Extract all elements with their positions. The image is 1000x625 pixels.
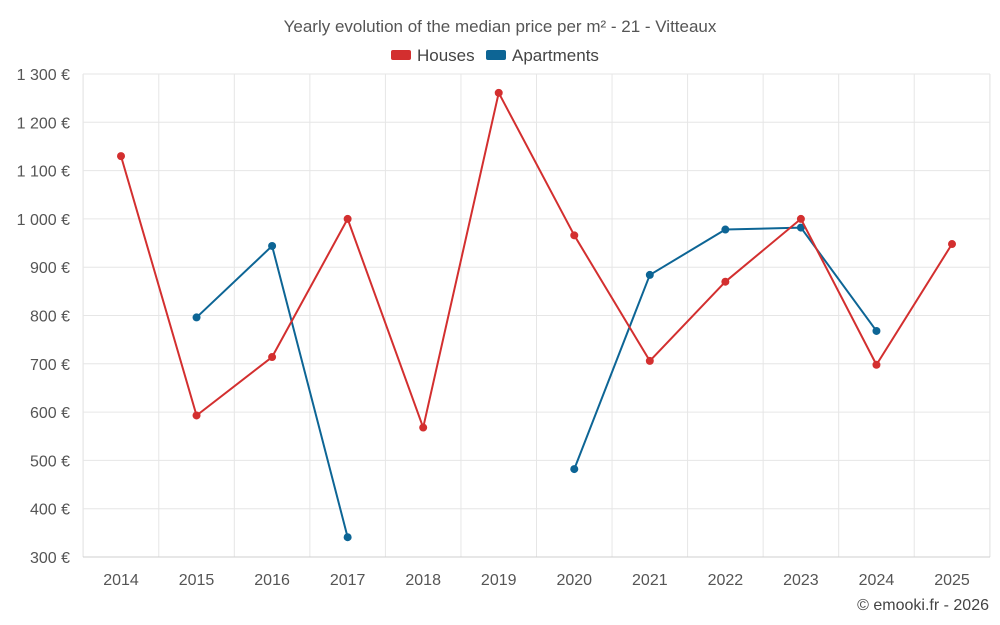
y-tick-label: 700 € xyxy=(30,357,70,374)
series-line-apartments xyxy=(195,244,349,538)
point-houses-2019[interactable] xyxy=(494,88,503,97)
legend-swatch-houses xyxy=(391,50,411,60)
point-apartments-2016[interactable] xyxy=(268,241,277,250)
point-apartments-2020[interactable] xyxy=(570,465,579,474)
x-tick-label: 2025 xyxy=(934,572,970,589)
point-houses-2023[interactable] xyxy=(796,214,805,223)
point-houses-2021[interactable] xyxy=(645,356,654,365)
x-tick-label: 2014 xyxy=(103,572,139,589)
point-apartments-2017[interactable] xyxy=(343,533,352,542)
point-houses-2020[interactable] xyxy=(570,231,579,240)
x-axis: 2014 2015 2016 2017 2018 2019 2020 2021 2022 2023… xyxy=(83,556,990,589)
x-tick-label: 2016 xyxy=(254,572,290,589)
x-tick-label: 2023 xyxy=(783,572,819,589)
x-tick-label: 2020 xyxy=(556,572,592,589)
series-layer xyxy=(117,88,956,542)
legend-item-houses[interactable]: Houses xyxy=(391,46,475,65)
x-tick-label: 2019 xyxy=(481,572,517,589)
point-houses-2016[interactable] xyxy=(268,353,277,362)
point-houses-2022[interactable] xyxy=(721,277,730,286)
y-tick-label: 800 € xyxy=(30,309,70,326)
series-line-houses xyxy=(120,91,953,429)
y-tick-label: 1 100 € xyxy=(17,164,70,181)
legend-swatch-apartments xyxy=(486,50,506,60)
point-apartments-2022[interactable] xyxy=(721,225,730,234)
y-tick-label: 500 € xyxy=(30,453,70,470)
y-tick-label: 600 € xyxy=(30,405,70,422)
point-houses-2015[interactable] xyxy=(192,411,201,420)
point-houses-2024[interactable] xyxy=(872,360,881,369)
x-tick-label: 2022 xyxy=(708,572,744,589)
y-tick-label: 1 300 € xyxy=(17,67,70,84)
series-apartments xyxy=(192,223,881,542)
y-tick-label: 1 200 € xyxy=(17,115,70,132)
point-apartments-2024[interactable] xyxy=(872,326,881,335)
chart-title: Yearly evolution of the median price per… xyxy=(284,17,717,36)
legend-item-apartments[interactable]: Apartments xyxy=(486,46,599,65)
legend: Houses Apartments xyxy=(391,46,599,65)
y-tick-label: 900 € xyxy=(30,260,70,277)
point-houses-2018[interactable] xyxy=(419,423,428,432)
grid-layer xyxy=(82,73,991,557)
y-tick-label: 300 € xyxy=(30,550,70,567)
series-houses xyxy=(117,88,956,432)
y-tick-label: 400 € xyxy=(30,502,70,519)
series-line-apartments xyxy=(573,226,878,470)
x-tick-label: 2015 xyxy=(179,572,215,589)
credit-text: © emooki.fr - 2026 xyxy=(857,597,989,614)
point-houses-2017[interactable] xyxy=(343,214,352,223)
x-tick-label: 2021 xyxy=(632,572,668,589)
point-apartments-2021[interactable] xyxy=(645,270,654,279)
x-tick-label: 2018 xyxy=(405,572,441,589)
y-tick-label: 1 000 € xyxy=(17,212,70,229)
point-houses-2014[interactable] xyxy=(117,152,125,161)
point-apartments-2023[interactable] xyxy=(796,223,805,232)
x-tick-label: 2017 xyxy=(330,572,366,589)
y-axis: 300 € 400 € 500 € 600 € 700 € 800 € 900 € 1 000… xyxy=(17,67,70,567)
legend-label-houses: Houses xyxy=(417,46,475,65)
point-houses-2025[interactable] xyxy=(948,240,956,249)
point-apartments-2015[interactable] xyxy=(192,313,201,322)
x-tick-label: 2024 xyxy=(859,572,895,589)
legend-label-apartments: Apartments xyxy=(512,46,599,65)
